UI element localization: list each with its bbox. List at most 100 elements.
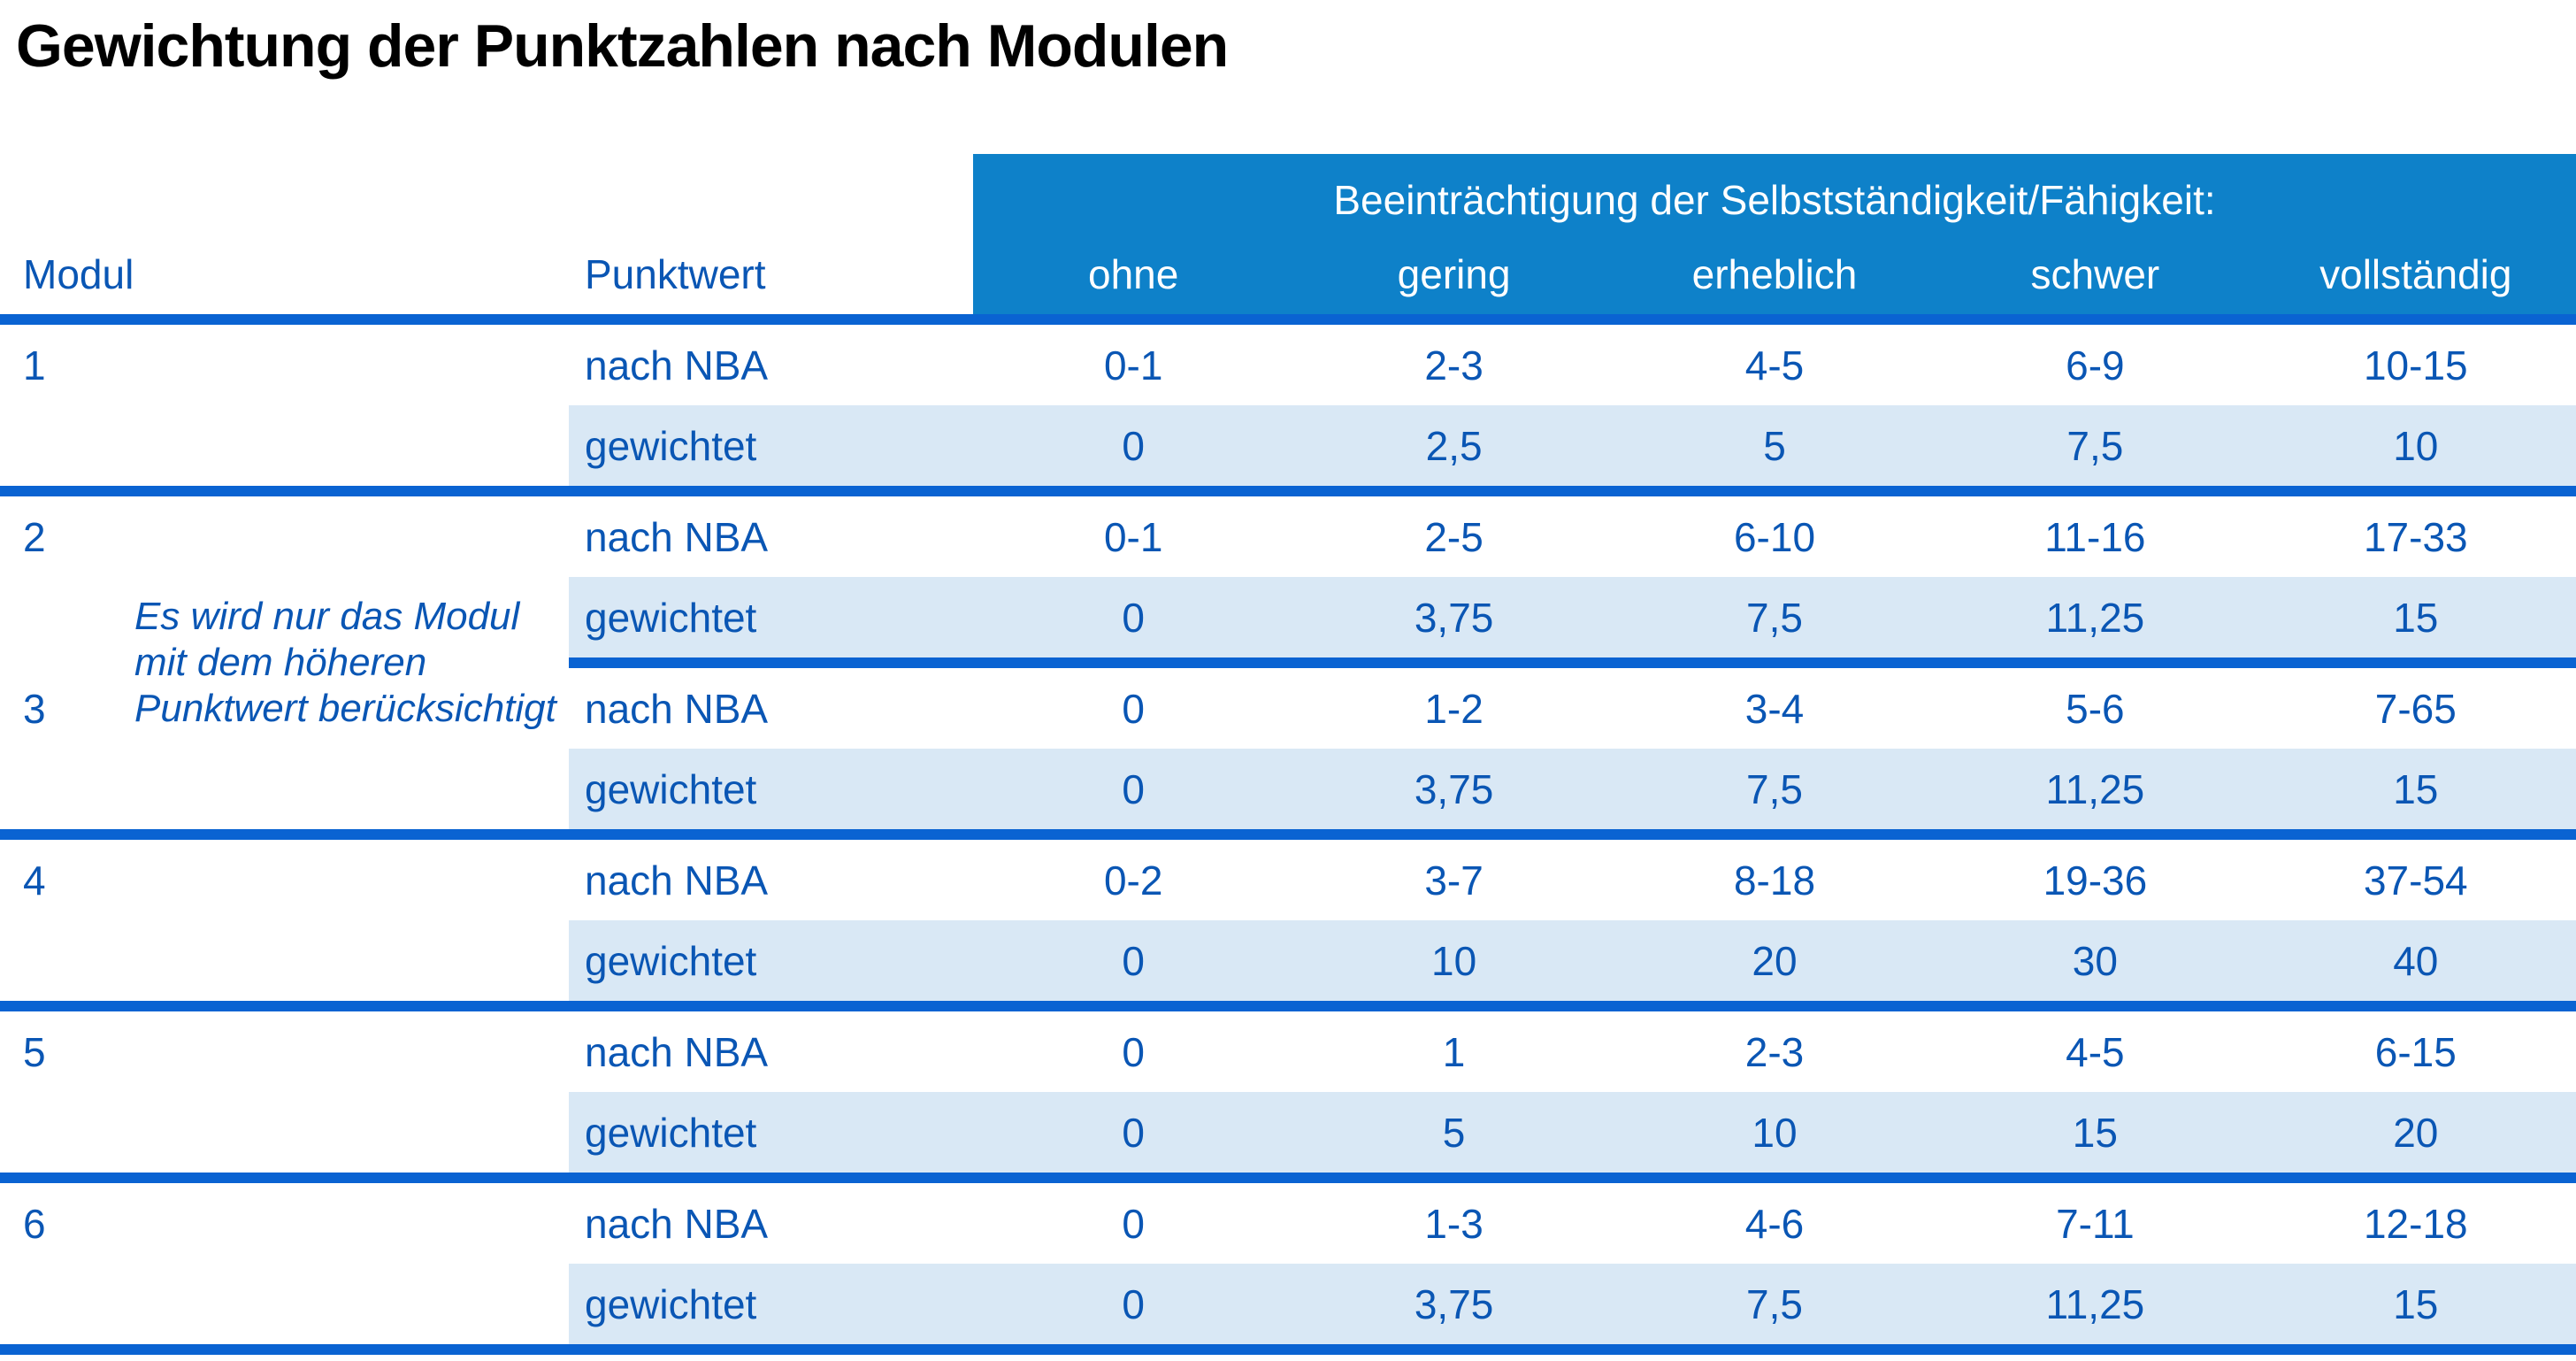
value-cell: 11,25 [2045, 1280, 2145, 1327]
weighting-table: Modul Punktwert Beeinträchtigung der Sel… [0, 154, 2576, 1356]
module-number: 2 [23, 513, 46, 560]
table-row: gewichtet 0 3,75 7,5 11,25 15 [0, 577, 2576, 658]
value-cell: 0 [1122, 422, 1145, 469]
value-cell: 4-5 [2066, 1028, 2125, 1075]
value-cell: 6-9 [2066, 342, 2125, 388]
table-row: 6 nach NBA 0 1-3 4-6 7-11 12-18 [0, 1183, 2576, 1264]
row-label: gewichtet [585, 765, 757, 812]
value-cell: 3,75 [1414, 1280, 1494, 1327]
row-label: nach NBA [585, 1028, 769, 1075]
value-cell: 0 [1122, 594, 1145, 641]
module-group-6: 6 nach NBA 0 1-3 4-6 7-11 12-18 gewichte… [0, 1183, 2576, 1345]
row-label: gewichtet [585, 594, 757, 641]
value-cell: 7,5 [1746, 765, 1803, 812]
value-cell: 7,5 [1746, 1280, 1803, 1327]
value-cell: 2-3 [1744, 1028, 1805, 1075]
group-divider-partial [569, 657, 2576, 669]
value-cell: 5-6 [2066, 685, 2125, 732]
value-cell: 5 [1442, 1109, 1466, 1156]
severity-column-headers: ohne gering erheblich schwer vollständig [973, 234, 2576, 314]
value-cell: 10 [1752, 1109, 1798, 1156]
module-number: 6 [23, 1200, 46, 1247]
row-label: nach NBA [585, 685, 769, 732]
higher-score-note: Es wird nur das Modul mit dem höheren Pu… [134, 595, 556, 731]
value-cell: 37-54 [2363, 857, 2468, 903]
module-group-5: 5 nach NBA 0 1 2-3 4-5 6-15 gewichtet 0 … [0, 1011, 2576, 1173]
row-label: nach NBA [585, 857, 769, 903]
table-row: 2 nach NBA 0-1 2-5 6-10 11-16 17-33 [0, 496, 2576, 577]
table-row: 3 nach NBA 0 1-2 3-4 5-6 7-65 [0, 668, 2576, 749]
table-row: gewichtet 0 2,5 5 7,5 10 [0, 405, 2576, 487]
value-cell: 2,5 [1425, 422, 1483, 469]
value-cell: 0 [1122, 937, 1145, 984]
row-label: gewichtet [585, 422, 757, 469]
value-cell: 6-15 [2374, 1028, 2457, 1075]
value-cell: 0-1 [1103, 342, 1163, 388]
value-cell: 10 [2393, 422, 2439, 469]
table-row: 5 nach NBA 0 1 2-3 4-5 6-15 [0, 1011, 2576, 1092]
value-cell: 3,75 [1414, 594, 1494, 641]
value-cell: 3-7 [1424, 857, 1484, 903]
value-cell: 0-2 [1103, 857, 1163, 903]
module-number: 4 [23, 857, 46, 903]
value-cell: 40 [2393, 937, 2439, 984]
table-bottom-line [0, 1344, 2576, 1356]
group-divider [0, 486, 2576, 497]
row-label: gewichtet [585, 1109, 757, 1156]
value-cell: 8-18 [1733, 857, 1816, 903]
value-cell: 6-10 [1733, 513, 1816, 560]
value-cell: 0 [1122, 765, 1145, 812]
table-header: Modul Punktwert Beeinträchtigung der Sel… [0, 154, 2576, 326]
group-divider [0, 1173, 2576, 1184]
value-cell: 2-5 [1424, 513, 1484, 560]
value-cell: 11,25 [2045, 594, 2145, 641]
module-number: 1 [23, 342, 46, 388]
value-cell: 10-15 [2363, 342, 2468, 388]
row-label: gewichtet [585, 1280, 757, 1327]
column-header-vollstaendig: vollständig [2319, 250, 2512, 297]
value-cell: 10 [1431, 937, 1477, 984]
severity-band-title: Beeinträchtigung der Selbstständigkeit/F… [1333, 177, 2216, 224]
value-cell: 3,75 [1414, 765, 1494, 812]
value-cell: 1-2 [1424, 685, 1484, 732]
value-cell: 30 [2072, 937, 2118, 984]
value-cell: 12-18 [2363, 1200, 2468, 1247]
group-divider [0, 1001, 2576, 1012]
value-cell: 17-33 [2363, 513, 2468, 560]
value-cell: 15 [2393, 1280, 2439, 1327]
column-header-punktwert: Punktwert [585, 250, 766, 297]
column-header-schwer: schwer [2030, 250, 2160, 297]
column-header-gering: gering [1397, 250, 1511, 297]
value-cell: 0 [1122, 1200, 1145, 1247]
value-cell: 7-65 [2374, 685, 2457, 732]
value-cell: 0 [1122, 685, 1145, 732]
value-cell: 1-3 [1424, 1200, 1484, 1247]
table-row: gewichtet 0 3,75 7,5 11,25 15 [0, 749, 2576, 830]
value-cell: 7-11 [2056, 1200, 2135, 1247]
table-row: 4 nach NBA 0-2 3-7 8-18 19-36 37-54 [0, 840, 2576, 920]
value-cell: 11,25 [2045, 765, 2145, 812]
column-header-modul: Modul [23, 250, 134, 297]
row-label: nach NBA [585, 1200, 769, 1247]
value-cell: 1 [1442, 1028, 1466, 1075]
column-header-erheblich: erheblich [1691, 250, 1858, 297]
table-row: gewichtet 0 3,75 7,5 11,25 15 [0, 1264, 2576, 1345]
module-number: 5 [23, 1028, 46, 1075]
table-row: gewichtet 0 5 10 15 20 [0, 1092, 2576, 1173]
row-label: gewichtet [585, 937, 757, 984]
page-title: Gewichtung der Punktzahlen nach Modulen [16, 12, 1229, 80]
value-cell: 0 [1122, 1028, 1145, 1075]
value-cell: 11-16 [2044, 513, 2146, 560]
severity-band: Beeinträchtigung der Selbstständigkeit/F… [973, 154, 2576, 315]
value-cell: 4-6 [1744, 1200, 1805, 1247]
column-header-ohne: ohne [1088, 250, 1179, 297]
value-cell: 20 [1752, 937, 1798, 984]
table-row: gewichtet 0 10 20 30 40 [0, 920, 2576, 1002]
value-cell: 5 [1763, 422, 1786, 469]
module-group-1: 1 nach NBA 0-1 2-3 4-5 6-9 10-15 gewicht… [0, 325, 2576, 487]
value-cell: 3-4 [1744, 685, 1805, 732]
row-label: nach NBA [585, 513, 769, 560]
value-cell: 7,5 [1746, 594, 1803, 641]
row-label: nach NBA [585, 342, 769, 388]
